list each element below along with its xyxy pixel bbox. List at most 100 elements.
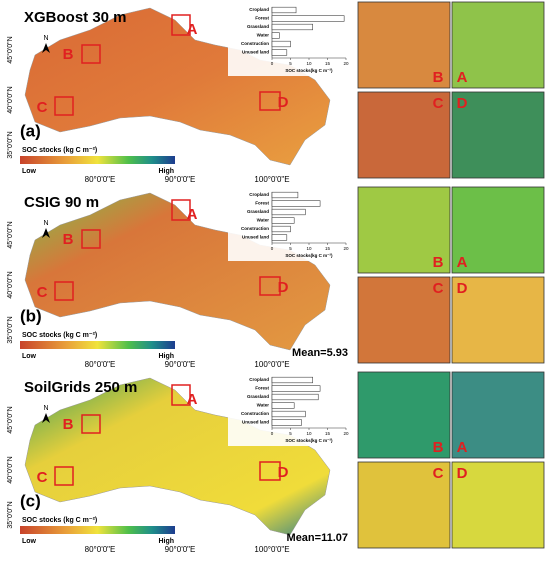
region-map (24, 7, 331, 166)
zoom-box-letter: B (63, 231, 74, 248)
zoom-box (259, 276, 281, 296)
panel-title: SoilGrids 250 m (24, 379, 137, 396)
panel-label: (c) (20, 491, 41, 510)
zoom-letter: C (433, 280, 444, 297)
zoom-letter: C (433, 465, 444, 482)
inset-tick-label: 15 (325, 61, 331, 66)
inset-tick-label: 15 (325, 246, 331, 251)
lat-label: 40°0'0"N (6, 86, 14, 113)
zoom-panel (357, 91, 451, 179)
zoom-panel (451, 1, 545, 89)
north-label: N (43, 220, 48, 227)
lon-label: 80°0'0"E (85, 175, 116, 184)
inset-tick-label: 5 (289, 246, 292, 251)
inset-tick-label: 20 (343, 431, 349, 436)
lat-label: 45°0'0"N (6, 221, 14, 248)
inset-bar (271, 376, 314, 384)
inset-tick-label: 10 (306, 246, 312, 251)
north-label: N (43, 405, 48, 412)
north-arrow (42, 413, 50, 423)
panel-title: CSIG 90 m (24, 194, 99, 211)
inset-bar (271, 208, 306, 216)
zoom-box (259, 461, 281, 481)
zoom-box (259, 91, 281, 111)
zoom-panel (451, 186, 545, 274)
inset-category: Grassland (247, 394, 269, 399)
inset-bar (271, 393, 319, 401)
zoom-panel (357, 186, 451, 274)
zoom-letter: B (433, 69, 444, 86)
zoom-box-letter: B (63, 416, 74, 433)
zoom-letter: D (457, 95, 468, 112)
inset-category: Water (257, 218, 270, 223)
zoom-box (54, 96, 74, 116)
colorbar-low: Low (22, 538, 37, 545)
north-label: N (43, 35, 48, 42)
lon-label: 80°0'0"E (85, 545, 116, 554)
colorbar-high: High (158, 168, 174, 175)
lon-label: 90°0'0"E (165, 545, 196, 554)
inset-bar (271, 385, 321, 392)
zoom-letter: C (433, 95, 444, 112)
inset-category: Construction (241, 411, 269, 416)
lat-label: 45°0'0"N (6, 36, 14, 63)
inset-category: Cropland (249, 7, 269, 12)
mean-label: Mean=5.93 (292, 347, 348, 359)
zoom-panel (451, 91, 545, 179)
zoom-box (171, 384, 191, 406)
zoom-box-letter: D (278, 279, 289, 296)
inset-tick-label: 0 (271, 61, 274, 66)
panel-label: (a) (20, 121, 41, 140)
inset-tick-label: 5 (289, 61, 292, 66)
inset-bar (271, 402, 295, 409)
zoom-box-letter: A (187, 206, 198, 223)
inset-category: Cropland (249, 192, 269, 197)
inset-bar (271, 410, 306, 418)
colorbar-low: Low (22, 168, 37, 175)
colorbar (20, 341, 175, 349)
lon-label: 80°0'0"E (85, 360, 116, 369)
colorbar (20, 156, 175, 164)
lat-label: 35°0'0"N (6, 131, 14, 158)
colorbar-title: SOC stocks (kg C m⁻²) (22, 517, 97, 524)
inset-bar (271, 191, 299, 199)
lon-label: 100°0'0"E (254, 360, 289, 369)
inset-bar (271, 40, 291, 48)
inset-xlabel: SOC stocks(kg C m⁻²) (285, 68, 333, 73)
zoom-letter: A (457, 254, 468, 271)
zoom-box-letter: D (278, 464, 289, 481)
inset-category: Water (257, 403, 270, 408)
zoom-panel (357, 1, 451, 89)
panel-title: XGBoost 30 m (24, 9, 127, 26)
inset-tick-label: 20 (343, 61, 349, 66)
zoom-box (171, 199, 191, 221)
inset-category: Water (257, 33, 270, 38)
zoom-box (54, 281, 74, 301)
inset-bar (271, 234, 288, 241)
zoom-letter: A (457, 69, 468, 86)
inset-xlabel: SOC stocks(kg C m⁻²) (285, 438, 333, 443)
lon-label: 100°0'0"E (254, 175, 289, 184)
inset-tick-label: 5 (289, 431, 292, 436)
region-map (24, 377, 331, 536)
zoom-box (81, 229, 101, 249)
zoom-box (81, 414, 101, 434)
inset-bar (271, 225, 291, 233)
zoom-box-letter: D (278, 94, 289, 111)
colorbar-title: SOC stocks (kg C m⁻²) (22, 332, 97, 339)
inset-tick-label: 10 (306, 431, 312, 436)
inset-bar (271, 419, 302, 426)
inset-bar (271, 49, 288, 56)
colorbar-low: Low (22, 353, 37, 360)
lat-label: 45°0'0"N (6, 406, 14, 433)
inset-bar (271, 200, 321, 207)
zoom-panel (451, 371, 545, 459)
zoom-letter: D (457, 465, 468, 482)
colorbar (20, 526, 175, 534)
inset-category: Forest (255, 201, 269, 206)
inset-category: Construction (241, 41, 269, 46)
lat-label: 35°0'0"N (6, 316, 14, 343)
north-arrow (42, 43, 50, 53)
